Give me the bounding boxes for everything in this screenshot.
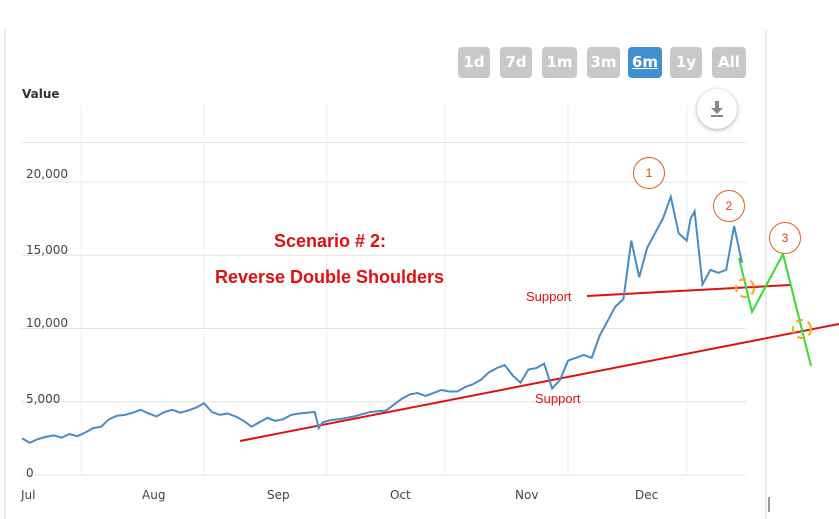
touch-point-upper xyxy=(734,277,756,299)
marker-3: 3 xyxy=(769,222,801,254)
price-series-line xyxy=(21,193,743,444)
y-tick-label: 10,000 xyxy=(26,316,68,330)
projection-line xyxy=(738,251,812,367)
marker-1: 1 xyxy=(633,157,665,189)
range-button-1y[interactable]: 1y xyxy=(670,47,702,78)
x-tick-label: Aug xyxy=(142,488,166,502)
scenario-subtitle: Reverse Double Shoulders xyxy=(215,267,445,287)
y-tick-label: 0 xyxy=(26,466,34,480)
download-button[interactable] xyxy=(697,89,737,129)
support-label-lower: Support xyxy=(535,391,581,406)
support-label-upper: Support xyxy=(526,289,572,304)
support-line-lower xyxy=(239,323,839,442)
scenario-title: Scenario # 2: xyxy=(274,231,387,251)
y-axis-title: Value xyxy=(22,87,60,101)
y-tick-label: 5,000 xyxy=(26,392,61,406)
y-tick-label: 20,000 xyxy=(26,167,68,181)
x-tick-label: Sep xyxy=(267,488,290,502)
annotation-lines xyxy=(239,251,839,442)
y-tick-label: 15,000 xyxy=(26,243,68,257)
marker-2: 2 xyxy=(713,190,745,222)
x-tick-label: Jul xyxy=(21,488,36,502)
range-button-7d[interactable]: 7d xyxy=(500,47,532,78)
download-icon xyxy=(711,101,723,117)
support-line-upper xyxy=(586,284,791,297)
range-button-1m[interactable]: 1m xyxy=(542,47,577,78)
range-button-1d[interactable]: 1d xyxy=(458,47,490,78)
x-tick-label: Dec xyxy=(635,488,659,502)
range-button-all[interactable]: All xyxy=(712,47,746,78)
range-button-3m[interactable]: 3m xyxy=(587,47,620,78)
annotation-markers xyxy=(734,277,813,512)
range-button-6m[interactable]: 6m xyxy=(628,47,662,78)
touch-point-lower xyxy=(791,318,813,340)
x-tick-label: Oct xyxy=(390,488,411,502)
x-tick-label: Nov xyxy=(515,488,539,502)
